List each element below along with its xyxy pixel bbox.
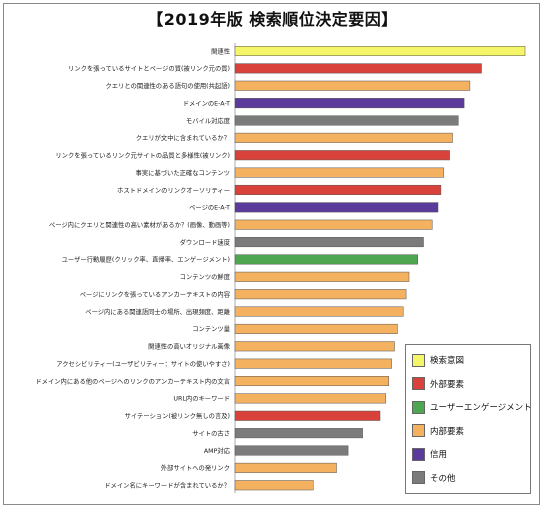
legend-swatch-engagement <box>412 400 425 414</box>
bar-11 <box>234 237 424 248</box>
bar-23 <box>234 445 349 456</box>
chart-legend: 検索意図外部要素ユーザーエンゲージメント 内部要素信用その他 <box>405 344 532 494</box>
bar-4 <box>234 115 459 126</box>
bar-3 <box>234 98 465 109</box>
category-label-20: URL内のキーワード <box>173 394 230 403</box>
category-label-22: サイトの古さ <box>192 428 230 437</box>
chart-title: 【2019年版 検索順位決定要因】 <box>147 10 398 29</box>
bar-22 <box>234 428 363 439</box>
category-label-0: 関連性 <box>211 46 230 55</box>
legend-swatch-search_intent <box>412 353 425 367</box>
category-label-10: ページ内にクエリと関連性の高い素材があるか？(画像、動画等) <box>49 220 230 229</box>
bar-12 <box>234 254 418 265</box>
category-label-15: ページ内にある関連語同士の場所、出現頻度、距離 <box>85 307 230 316</box>
category-label-6: リンクを張っているリンク元サイトの品質と多様性(被リンク) <box>55 151 230 160</box>
legend-swatch-other <box>412 471 425 484</box>
bar-0 <box>234 46 526 56</box>
category-label-18: アクセシビリティー(ユーザビリティー：サイトの使いやすさ) <box>56 359 230 368</box>
category-label-24: 外部サイトへの発リンク <box>161 463 230 472</box>
legend-item-other: その他 <box>412 470 456 486</box>
legend-item-search_intent: 検索意図 <box>412 352 464 368</box>
legend-swatch-trust <box>412 447 425 461</box>
legend-label-external: 外部要素 <box>430 379 465 390</box>
category-label-4: モバイル対応度 <box>186 116 231 125</box>
category-label-7: 事実に基づいた正確なコンテンツ <box>136 168 230 177</box>
legend-item-trust: 信用 <box>412 446 447 462</box>
bar-17 <box>234 341 395 352</box>
bar-10 <box>234 219 433 230</box>
category-label-16: コンテンツ量 <box>192 325 230 333</box>
bar-25 <box>234 480 314 491</box>
legend-swatch-internal <box>412 424 425 437</box>
bar-7 <box>234 167 445 178</box>
category-label-14: ページにリンクを張っているアンカーテキストの内容 <box>80 289 231 298</box>
category-label-5: クエリが文中に含まれているか？ <box>136 133 230 142</box>
legend-label-search_intent: 検索意図 <box>430 356 465 366</box>
legend-item-internal: 内部要素 <box>412 423 464 439</box>
category-label-19: ドメイン内にある他のページへのリンクのアンカーテキスト内の文言 <box>35 376 230 385</box>
legend-item-engagement: ユーザーエンゲージメント <box>412 399 532 415</box>
bar-5 <box>234 132 453 143</box>
category-label-1: リンクを張っているサイトとページの質(被リンク元の質) <box>68 64 230 73</box>
legend-label-trust: 信用 <box>430 450 448 460</box>
bar-14 <box>234 289 407 300</box>
category-label-12: ユーザー行動履歴(クリック率、直帰率、エンゲージメント) <box>62 255 230 264</box>
bar-19 <box>234 376 389 387</box>
legend-item-external: 外部要素 <box>412 376 464 392</box>
category-label-25: ドメイン名にキーワードが含まれているか？ <box>104 481 230 490</box>
legend-swatch-external <box>412 377 425 390</box>
bar-2 <box>234 80 471 91</box>
bar-9 <box>234 202 439 213</box>
category-label-9: ページのE-A-T <box>189 204 230 212</box>
bar-16 <box>234 323 398 334</box>
bar-20 <box>234 393 387 404</box>
bar-21 <box>234 410 381 421</box>
bar-15 <box>234 306 404 317</box>
category-label-2: クエリとの関連性のある語句の使用(共起語) <box>106 81 231 90</box>
category-label-23: AMP対応 <box>204 446 231 455</box>
category-label-3: ドメインのE-A-T <box>183 100 230 107</box>
bar-6 <box>234 150 450 161</box>
legend-label-internal: 内部要素 <box>430 426 465 437</box>
category-label-8: ホストドメインのリンクオーソリティー <box>117 186 230 194</box>
bar-13 <box>234 271 410 282</box>
bar-18 <box>234 358 392 369</box>
bar-1 <box>234 63 482 74</box>
bar-8 <box>234 184 442 195</box>
category-label-17: 関連性の高いオリジナル画像 <box>148 342 231 351</box>
category-label-13: コンテンツの鮮度 <box>180 272 231 281</box>
category-label-21: サイテーション(被リンク無しの言及) <box>125 411 230 420</box>
bar-24 <box>234 462 337 473</box>
legend-label-other: その他 <box>430 473 456 484</box>
category-label-11: ダウンロード速度 <box>180 237 231 246</box>
legend-label-engagement: ユーザーエンゲージメント <box>430 403 532 413</box>
